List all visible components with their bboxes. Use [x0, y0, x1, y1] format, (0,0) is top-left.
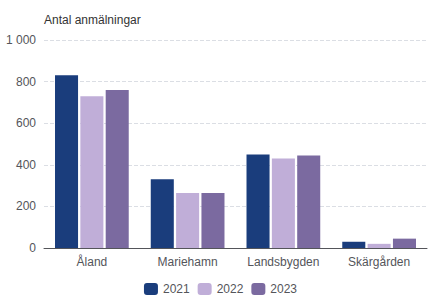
svg-text:2021: 2021 — [163, 282, 190, 296]
svg-text:2022: 2022 — [217, 282, 244, 296]
svg-text:Landsbygden: Landsbygden — [247, 255, 319, 269]
svg-text:800: 800 — [16, 75, 36, 89]
svg-text:600: 600 — [16, 116, 36, 130]
svg-text:Åland: Åland — [77, 254, 108, 269]
svg-text:Antal anmälningar: Antal anmälningar — [44, 13, 141, 27]
svg-text:Skärgården: Skärgården — [348, 255, 410, 269]
svg-text:1 000: 1 000 — [6, 33, 36, 47]
svg-text:Mariehamn: Mariehamn — [158, 255, 218, 269]
svg-text:400: 400 — [16, 158, 36, 172]
svg-text:0: 0 — [29, 241, 36, 255]
svg-text:2023: 2023 — [270, 282, 297, 296]
svg-text:200: 200 — [16, 199, 36, 213]
